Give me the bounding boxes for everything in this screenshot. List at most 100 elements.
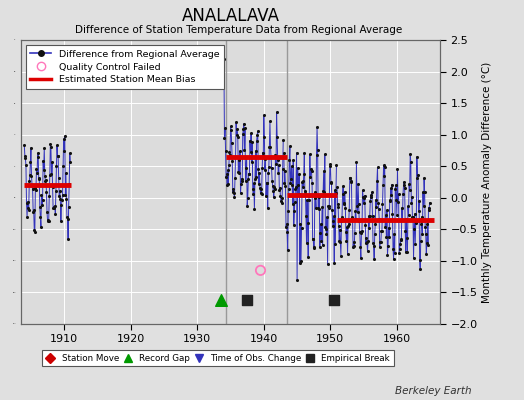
Point	[380, 164, 389, 170]
Point	[223, 171, 231, 177]
Point	[331, 241, 340, 247]
Point	[256, 190, 265, 196]
Point	[368, 213, 377, 220]
Point	[42, 189, 51, 195]
Point	[51, 202, 59, 209]
Point	[291, 185, 300, 192]
Point	[346, 175, 354, 181]
Point	[364, 213, 373, 219]
Point	[243, 203, 252, 210]
Point	[30, 227, 38, 233]
Point	[63, 214, 71, 220]
Point	[381, 224, 389, 230]
Point	[324, 204, 333, 211]
Point	[263, 180, 271, 186]
Point	[226, 152, 234, 159]
Point	[335, 238, 343, 245]
Point	[372, 196, 380, 203]
Point	[233, 132, 241, 138]
Point	[305, 192, 313, 199]
Point	[30, 229, 39, 236]
Point	[24, 204, 32, 211]
Point	[305, 151, 314, 158]
Point	[382, 234, 390, 240]
Point	[21, 155, 29, 162]
Point	[332, 162, 341, 168]
Point	[32, 187, 40, 193]
Point	[49, 205, 57, 211]
Point	[329, 218, 337, 224]
Point	[56, 188, 64, 194]
Point	[289, 201, 297, 207]
Point	[24, 199, 32, 205]
Point	[221, 148, 230, 154]
Point	[285, 157, 293, 164]
Point	[372, 204, 380, 210]
Point	[341, 204, 350, 211]
Point	[400, 178, 408, 185]
Point	[337, 253, 345, 259]
Point	[227, 140, 236, 146]
Point	[61, 192, 70, 199]
Point	[333, 184, 341, 190]
Point	[311, 189, 319, 195]
Point	[266, 118, 274, 125]
Point	[264, 170, 272, 176]
Point	[238, 178, 246, 184]
Point	[270, 184, 279, 190]
Point	[365, 225, 374, 231]
Point	[286, 143, 294, 149]
Point	[254, 128, 262, 134]
Point	[45, 218, 53, 224]
Point	[322, 226, 330, 232]
Point	[392, 196, 400, 203]
Point	[345, 207, 353, 213]
Point	[275, 162, 283, 169]
Point	[33, 169, 41, 176]
Point	[221, 125, 229, 132]
Point	[244, 176, 253, 182]
Point	[290, 222, 298, 228]
Point	[342, 229, 350, 235]
Point	[251, 176, 259, 182]
Point	[387, 192, 396, 198]
Point	[401, 228, 409, 234]
Point	[264, 204, 272, 211]
Point	[277, 198, 285, 204]
Point	[300, 150, 309, 157]
Point	[276, 193, 285, 200]
Point	[23, 200, 31, 206]
Point	[294, 182, 302, 189]
Point	[353, 203, 361, 209]
Point	[247, 159, 256, 166]
Point	[297, 258, 305, 264]
Point	[312, 205, 320, 211]
Point	[362, 240, 370, 246]
Point	[234, 169, 243, 175]
Point	[48, 184, 57, 190]
Point	[237, 176, 246, 182]
Point	[42, 177, 50, 184]
Point	[373, 178, 381, 184]
Point	[48, 159, 56, 165]
Point	[272, 161, 280, 168]
Point	[26, 172, 34, 178]
Point	[420, 175, 428, 181]
Point	[406, 187, 414, 194]
Point	[417, 238, 425, 244]
Point	[378, 228, 386, 234]
Point	[277, 200, 286, 206]
Point	[52, 163, 61, 170]
Point	[407, 158, 415, 165]
Point	[360, 194, 368, 201]
Point	[325, 163, 334, 169]
Point	[303, 197, 311, 203]
Point	[252, 174, 260, 180]
Point	[390, 250, 399, 256]
Point	[421, 224, 429, 230]
Point	[362, 234, 370, 241]
Point	[380, 173, 388, 179]
Point	[324, 202, 332, 209]
Point	[385, 234, 394, 241]
Point	[216, 297, 225, 303]
